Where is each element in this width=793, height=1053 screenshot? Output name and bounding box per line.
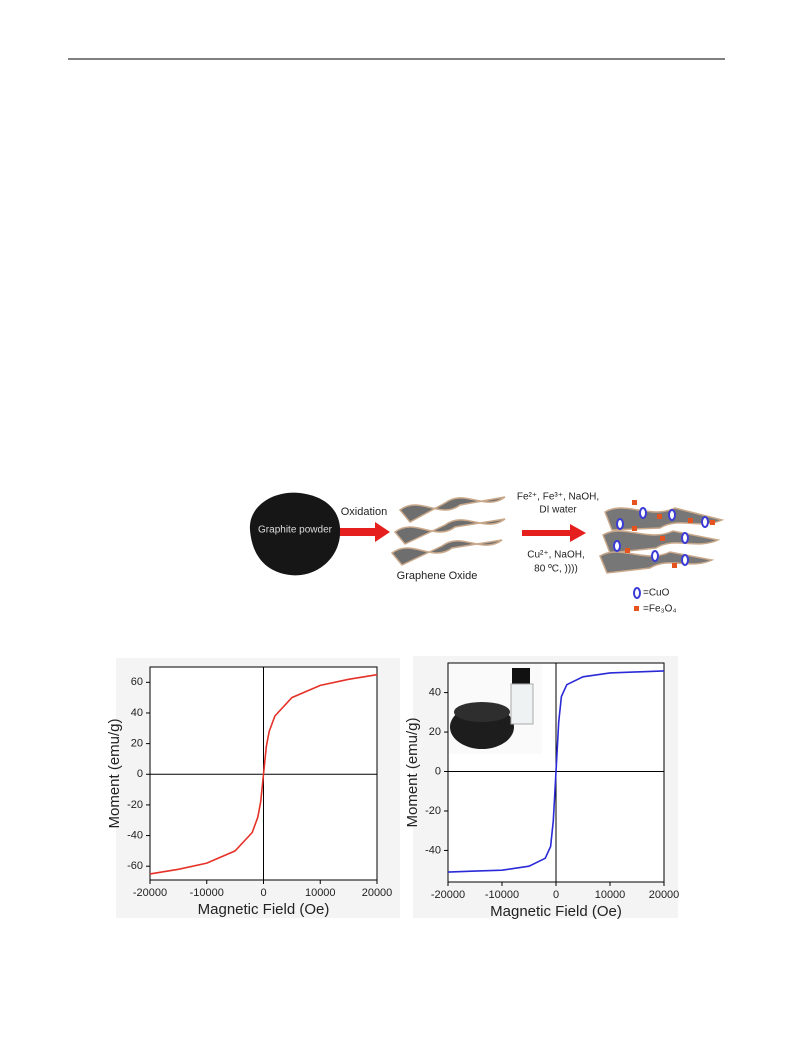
x-tick-label: 0 — [553, 889, 559, 901]
y-tick-label: -20 — [425, 805, 441, 817]
x-tick-label: 20000 — [362, 887, 393, 899]
y-tick-label: 20 — [429, 726, 441, 738]
x-tick-label: -20000 — [431, 889, 465, 901]
legend-text: =Fe₃O₄ — [643, 604, 676, 615]
graphite-label: Graphite powder — [258, 525, 333, 536]
reagent: DI water — [539, 505, 577, 516]
step-label: Oxidation — [341, 506, 387, 518]
y-axis-label: Moment (emu/g) — [106, 718, 123, 828]
reagent: Fe²⁺, Fe³⁺, NaOH, — [517, 492, 599, 503]
x-tick-label: 0 — [260, 887, 266, 899]
y-tick-label: 40 — [131, 707, 143, 719]
y-tick-label: -20 — [127, 799, 143, 811]
graphite-powder — [249, 492, 341, 576]
y-tick-label: -60 — [127, 860, 143, 872]
curve — [149, 673, 378, 875]
y-tick-label: 0 — [137, 768, 143, 780]
x-tick-label: -10000 — [485, 889, 519, 901]
arrow — [522, 524, 586, 542]
x-axis-label: Magnetic Field (Oe) — [198, 901, 330, 918]
curve — [447, 670, 665, 873]
graphene-sheets — [390, 496, 506, 566]
x-tick-label: 10000 — [595, 889, 626, 901]
arrow — [340, 522, 390, 542]
inset-photo — [449, 664, 542, 754]
x-tick-label: 20000 — [649, 889, 680, 901]
y-tick-label: 0 — [435, 765, 441, 777]
x-tick-label: -20000 — [133, 887, 167, 899]
y-tick-label: -40 — [425, 844, 441, 856]
reagent: 80 ºC, )))) — [534, 564, 578, 575]
particles — [613, 500, 715, 568]
y-tick-label: 60 — [131, 676, 143, 688]
go-label: Graphene Oxide — [397, 570, 478, 582]
scheme: Graphite powder Oxidation Graphene Oxide… — [249, 492, 725, 615]
y-tick-label: -40 — [127, 829, 143, 841]
composite-sheets — [599, 507, 725, 574]
legend-fe-icon — [634, 606, 639, 611]
legend-text: =CuO — [643, 588, 670, 599]
x-tick-label: -10000 — [190, 887, 224, 899]
y-tick-label: 40 — [429, 687, 441, 699]
y-axis-label: Moment (emu/g) — [404, 717, 421, 827]
x-axis-label: Magnetic Field (Oe) — [490, 903, 622, 920]
y-tick-label: 20 — [131, 738, 143, 750]
legend-cuo-icon — [633, 587, 641, 599]
reagent: Cu²⁺, NaOH, — [527, 550, 585, 561]
x-tick-label: 10000 — [305, 887, 336, 899]
